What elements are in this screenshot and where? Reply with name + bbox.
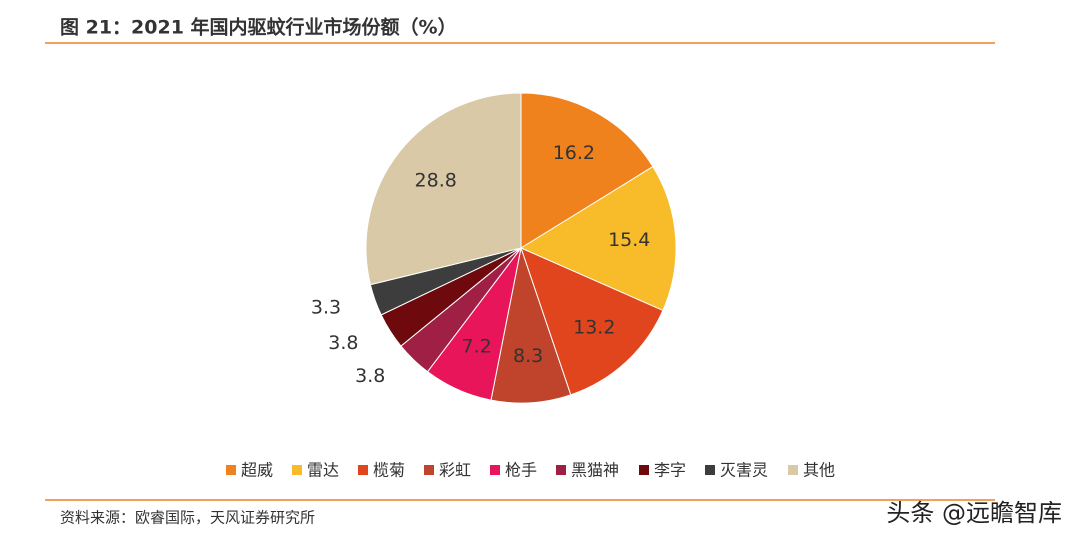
legend-label: 超威 <box>241 461 273 480</box>
data-label: 3.8 <box>328 332 358 354</box>
data-label: 7.2 <box>462 336 492 358</box>
legend-label: 彩虹 <box>439 461 471 480</box>
data-label: 8.3 <box>513 345 543 367</box>
legend-swatch <box>292 465 302 475</box>
legend-label: 李字 <box>654 461 686 480</box>
source-note: 资料来源：欧睿国际，天风证券研究所 <box>60 509 315 527</box>
legend-swatch <box>358 465 368 475</box>
legend-label: 黑猫神 <box>571 461 619 480</box>
pie-slice <box>520 92 654 249</box>
legend-swatch <box>226 465 236 475</box>
data-label: 28.8 <box>415 169 457 191</box>
pie-slice <box>519 165 677 312</box>
legend-swatch <box>705 465 715 475</box>
legend-swatch <box>556 465 566 475</box>
legend-label: 枪手 <box>505 461 537 480</box>
data-label: 15.4 <box>608 229 650 251</box>
legend-label: 其他 <box>803 461 835 480</box>
data-label: 16.2 <box>553 142 595 164</box>
legend-label: 榄菊 <box>373 461 405 480</box>
data-label: 3.8 <box>355 365 385 387</box>
watermark: 头条 @远瞻智库 <box>886 499 1062 527</box>
legend-swatch <box>424 465 434 475</box>
pie-slice <box>365 92 522 286</box>
data-label: 3.3 <box>311 296 341 318</box>
legend-label: 雷达 <box>307 461 339 480</box>
chart-title: 图 21：2021 年国内驱蚊行业市场份额（%） <box>60 16 457 39</box>
legend-swatch <box>490 465 500 475</box>
legend-swatch <box>788 465 798 475</box>
legend-swatch <box>639 465 649 475</box>
legend-label: 灭害灵 <box>720 461 768 480</box>
pie-slice <box>520 247 664 396</box>
data-label: 13.2 <box>573 317 615 339</box>
